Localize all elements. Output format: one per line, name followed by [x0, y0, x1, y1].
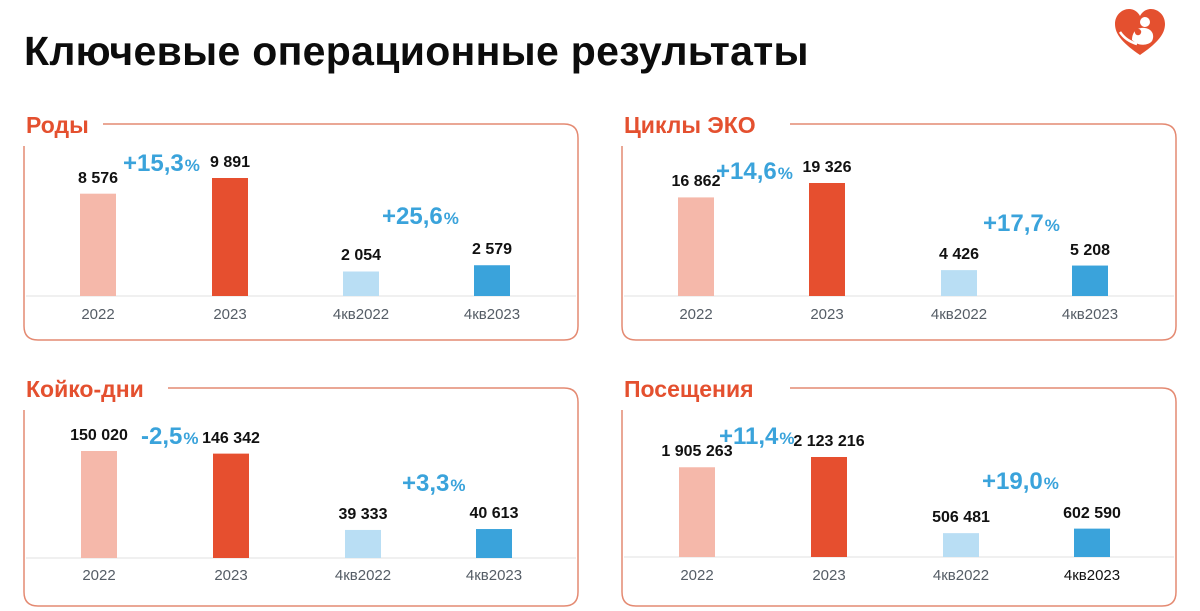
- growth-annual-annotation: +14,6%: [716, 158, 793, 186]
- x-tick-label: 2023: [810, 306, 844, 323]
- data-label: 2 579: [471, 241, 513, 259]
- panel-frame: [621, 387, 1177, 607]
- growth-quarter-annotation: +25,6%: [382, 203, 459, 231]
- growth-value: +19,0: [982, 468, 1043, 495]
- bar-4кв2022: [343, 271, 379, 296]
- bar-2022: [679, 467, 715, 557]
- data-label: 150 020: [70, 427, 128, 444]
- bar-2023: [213, 453, 249, 558]
- page-title: Ключевые операционные результаты: [24, 28, 809, 74]
- panel-frame: [23, 387, 579, 607]
- data-label: 4 426: [938, 246, 980, 264]
- data-label: 506 481: [932, 509, 990, 527]
- x-tick-label: 2023: [214, 567, 248, 584]
- bar-2023: [809, 183, 845, 296]
- bar-2023: [212, 178, 248, 296]
- bar-4кв2023: [1074, 528, 1110, 557]
- growth-unit: %: [779, 429, 795, 448]
- growth-unit: %: [1044, 216, 1060, 235]
- x-tick-label: 4кв2022: [932, 567, 990, 584]
- x-tick-label: 4кв2022: [332, 306, 390, 323]
- x-tick-label: 4кв2023: [1063, 567, 1121, 584]
- chart-title: Циклы ЭКО: [624, 112, 756, 138]
- bar-4кв2023: [474, 265, 510, 296]
- growth-unit: %: [450, 476, 466, 495]
- bar-4кв2022: [941, 270, 977, 296]
- x-tick-label: 2022: [81, 306, 115, 323]
- x-tick-label: 4кв2022: [930, 306, 988, 323]
- data-label: 602 590: [1063, 504, 1121, 522]
- data-label: 2 054: [340, 247, 382, 265]
- growth-unit: %: [1043, 474, 1059, 493]
- panel-frame: [23, 123, 579, 341]
- x-tick-label: 4кв2022: [334, 567, 392, 584]
- bar-2022: [80, 193, 116, 296]
- heart-mother-child-icon: [1115, 9, 1165, 55]
- growth-annual-annotation: +15,3%: [123, 150, 200, 178]
- data-label: 39 333: [338, 505, 388, 523]
- chart-title: Посещения: [624, 376, 754, 402]
- growth-annual-annotation: +11,4%: [719, 423, 795, 451]
- growth-value: -2,5: [141, 423, 183, 450]
- bar-2023: [811, 457, 847, 557]
- x-tick-label: 2023: [812, 567, 846, 584]
- bar-4кв2023: [476, 529, 512, 558]
- growth-quarter-annotation: +3,3%: [402, 470, 466, 498]
- x-tick-label: 2023: [213, 306, 247, 323]
- data-label: 5 208: [1069, 241, 1111, 259]
- x-tick-label: 2022: [680, 567, 714, 584]
- data-label: 146 342: [202, 429, 260, 447]
- growth-value: +14,6: [716, 158, 777, 185]
- growth-quarter-annotation: +17,7%: [983, 210, 1060, 238]
- data-label: 9 891: [209, 154, 251, 171]
- x-tick-label: 2022: [679, 306, 713, 323]
- data-label: 19 326: [802, 159, 852, 176]
- growth-value: +11,4: [719, 423, 779, 450]
- bar-2022: [678, 197, 714, 296]
- growth-quarter-annotation: +19,0%: [982, 468, 1059, 496]
- bar-2022: [81, 451, 117, 558]
- bar-4кв2023: [1072, 265, 1108, 296]
- data-label: 2 123 216: [793, 433, 865, 450]
- growth-unit: %: [183, 429, 199, 448]
- growth-unit: %: [184, 156, 200, 175]
- data-label: 40 613: [469, 505, 519, 523]
- panel-frame: [621, 123, 1177, 341]
- x-tick-label: 4кв2023: [1061, 306, 1119, 323]
- growth-value: +3,3: [402, 470, 450, 497]
- data-label: 1 905 263: [661, 443, 733, 461]
- growth-value: +25,6: [382, 203, 443, 230]
- bar-4кв2022: [943, 533, 979, 557]
- x-tick-label: 2022: [82, 567, 116, 584]
- growth-value: +17,7: [983, 210, 1044, 237]
- data-label: 8 576: [77, 169, 119, 187]
- growth-unit: %: [777, 164, 793, 183]
- chart-title: Роды: [26, 112, 89, 138]
- growth-value: +15,3: [123, 150, 184, 177]
- chart-title: Койко-дни: [26, 376, 144, 402]
- x-tick-label: 4кв2023: [463, 306, 521, 323]
- growth-annual-annotation: -2,5%: [141, 423, 198, 451]
- data-label: 16 862: [671, 173, 721, 191]
- growth-unit: %: [443, 209, 459, 228]
- x-tick-label: 4кв2023: [465, 567, 523, 584]
- bar-4кв2022: [345, 529, 381, 558]
